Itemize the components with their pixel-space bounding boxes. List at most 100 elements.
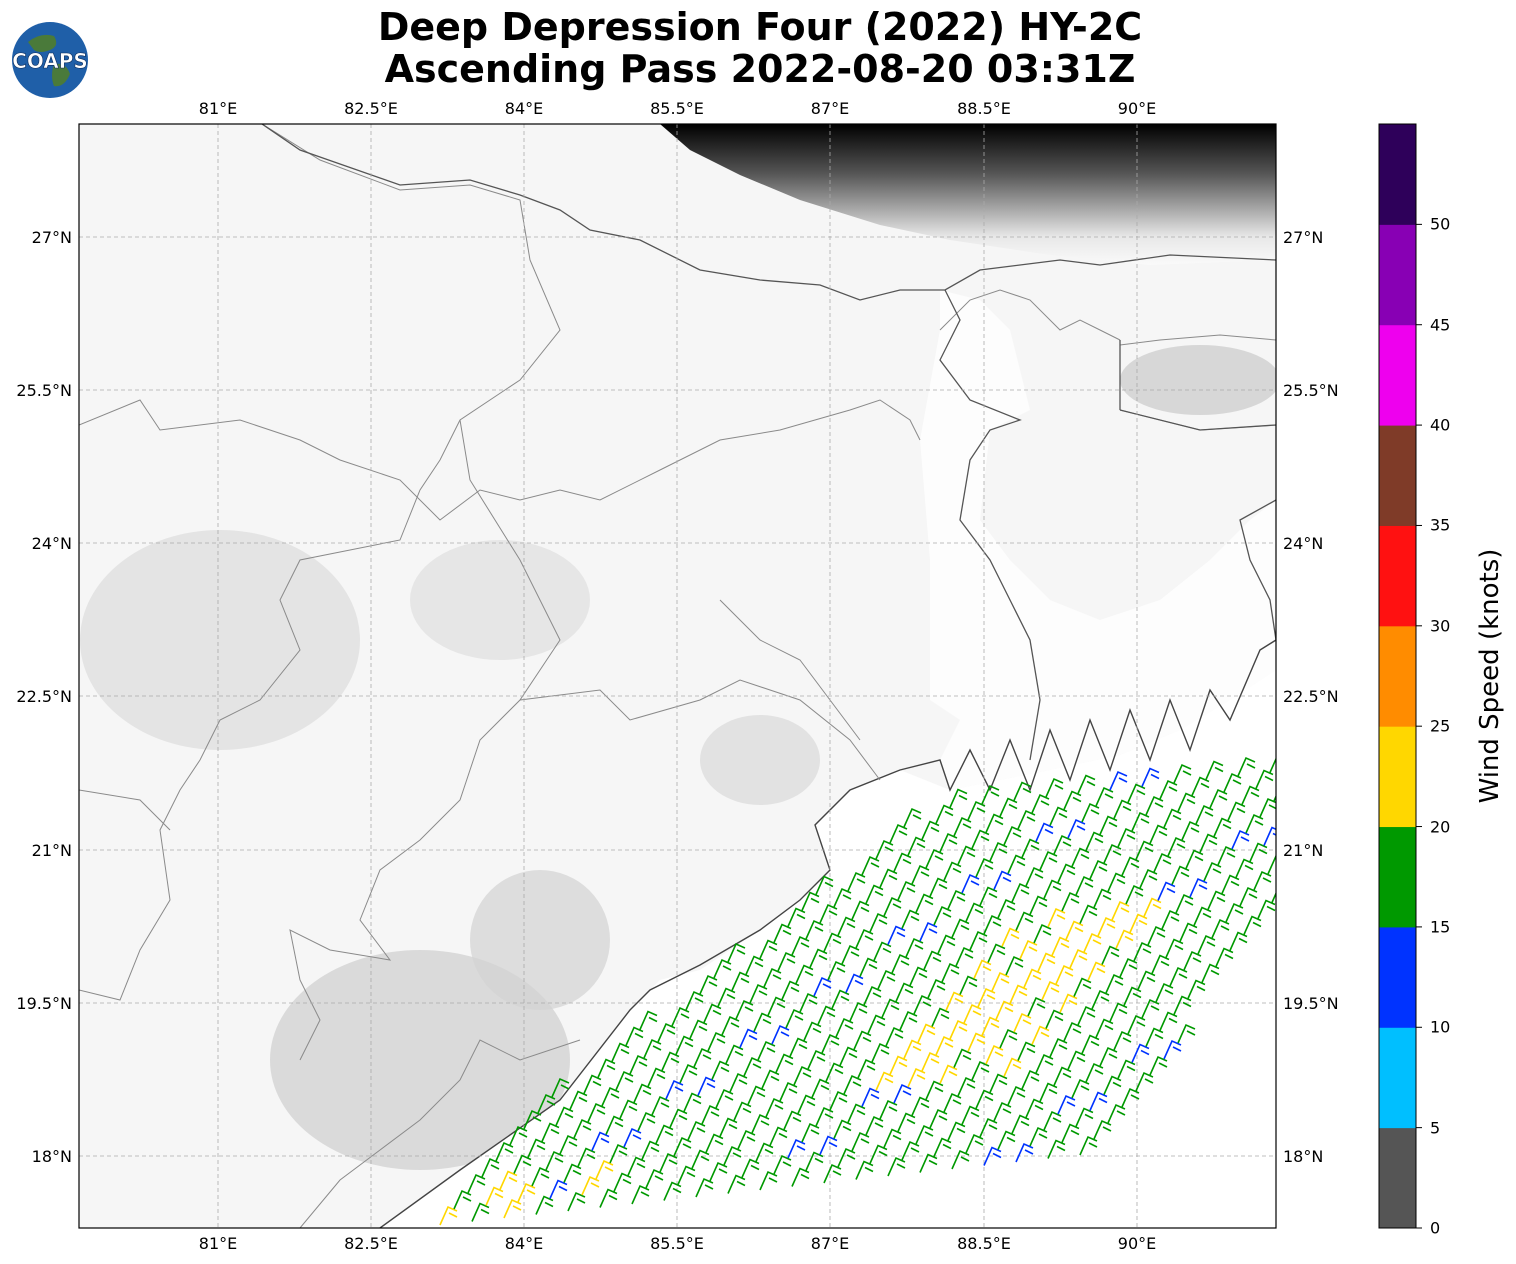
- wind-barb: [753, 1012, 772, 1032]
- wind-barb: [987, 943, 1006, 963]
- wind-barb: [857, 1058, 876, 1079]
- wind-barb: [1011, 1114, 1030, 1134]
- wind-barb: [687, 1120, 706, 1141]
- wind-barb: [615, 1070, 634, 1091]
- wind-barb: [1195, 804, 1214, 825]
- wind-barb: [855, 928, 874, 949]
- wind-barb: [759, 1170, 778, 1191]
- lon-label: 87°E: [811, 99, 849, 118]
- wind-barb: [1133, 941, 1152, 962]
- wind-barb: [1241, 785, 1260, 805]
- wind-barb: [1165, 938, 1184, 958]
- wind-barb: [729, 1072, 748, 1093]
- wind-barb: [665, 1079, 684, 1100]
- lat-label: 19.5°N: [16, 994, 72, 1013]
- wind-barb: [1031, 793, 1050, 814]
- wind-barb: [759, 939, 778, 959]
- lat-label: 22.5°N: [1283, 687, 1339, 706]
- colorbar-tick-label: 45: [1430, 315, 1451, 335]
- lon-label: 88.5°E: [957, 1234, 1011, 1253]
- wind-barb: [1091, 989, 1110, 1010]
- wind-barb: [1031, 1025, 1050, 1045]
- wind-barb: [823, 1163, 842, 1184]
- wind-barb: [1083, 932, 1102, 953]
- wind-barb: [1217, 845, 1236, 866]
- wind-barbs: [439, 756, 1276, 1226]
- wind-barb: [1113, 799, 1132, 819]
- globe-logo-icon: COAPS: [12, 22, 88, 98]
- wind-barb: [833, 1119, 852, 1139]
- wind-barb: [1075, 875, 1094, 896]
- wind-barb: [1063, 790, 1082, 810]
- wind-barb: [513, 1154, 532, 1174]
- lat-labels-right: 27°N 25.5°N 24°N 22.5°N 21°N 19.5°N 18°N: [1283, 228, 1339, 1166]
- wind-barb: [1035, 822, 1054, 842]
- wind-barb: [775, 1053, 794, 1073]
- wind-barb: [645, 1168, 664, 1189]
- wind-barb: [867, 1014, 886, 1034]
- wind-barb: [1017, 809, 1036, 830]
- wind-barb: [913, 994, 932, 1015]
- wind-barb: [1169, 966, 1188, 987]
- wind-barb: [559, 1134, 578, 1155]
- wind-barb: [495, 1141, 514, 1162]
- wind-barb: [809, 948, 828, 968]
- wind-barb: [1057, 863, 1076, 883]
- wind-barb: [711, 1060, 730, 1080]
- wind-barb: [1067, 1050, 1086, 1070]
- wind-barb: [1007, 1085, 1026, 1106]
- wind-barb: [1235, 858, 1254, 878]
- wind-barb: [889, 823, 908, 844]
- colorbar-segment: [1379, 625, 1416, 727]
- wind-barb: [629, 1054, 648, 1075]
- wind-barb: [765, 1097, 784, 1118]
- colorbar: [1379, 124, 1422, 1229]
- wind-barb: [719, 1117, 738, 1137]
- lon-label: 90°E: [1118, 99, 1156, 118]
- topo-patch: [700, 715, 820, 805]
- wind-barb: [1025, 1098, 1044, 1118]
- wind-barb: [807, 1049, 826, 1070]
- wind-barb: [999, 1028, 1018, 1049]
- wind-barb: [875, 839, 894, 860]
- wind-barb: [1127, 783, 1146, 803]
- wind-barb: [725, 1044, 744, 1064]
- wind-barb: [1085, 1062, 1104, 1083]
- wind-barb: [961, 1105, 980, 1125]
- wind-barb: [1047, 1139, 1066, 1159]
- wind-barb: [685, 990, 704, 1011]
- colorbar-segment: [1379, 826, 1416, 928]
- wind-barb: [1053, 834, 1072, 855]
- wind-barb: [1245, 813, 1264, 834]
- wind-barb: [695, 1177, 714, 1198]
- wind-barb: [871, 1042, 890, 1063]
- wind-barb: [1249, 842, 1268, 862]
- map-frame: [78, 123, 1277, 1229]
- wind-barb: [605, 1115, 624, 1135]
- wind-barb: [785, 1008, 804, 1029]
- figure-title: Deep Depression Four (2022) HY-2C Ascend…: [0, 6, 1516, 90]
- wind-barb: [1081, 1034, 1100, 1054]
- wind-barb: [1057, 1094, 1076, 1115]
- wind-barb: [597, 1058, 616, 1078]
- wind-barb: [951, 1149, 970, 1170]
- wind-barb: [727, 942, 746, 963]
- wind-barb: [1037, 952, 1056, 972]
- wind-barb: [637, 1111, 656, 1132]
- wind-barb: [989, 1073, 1008, 1093]
- wind-barb: [1145, 1027, 1164, 1047]
- wind-barb: [713, 958, 732, 979]
- wind-barb: [1125, 884, 1144, 905]
- himalaya-terrain: [660, 124, 1276, 265]
- wind-barb: [1159, 1011, 1178, 1031]
- wind-barb: [591, 1131, 610, 1151]
- topo-patch: [1120, 345, 1276, 415]
- wind-barb: [997, 898, 1016, 919]
- wind-barb: [989, 841, 1008, 862]
- wind-barb: [811, 1078, 830, 1098]
- wind-barb: [631, 1184, 650, 1205]
- wind-barb: [1161, 909, 1180, 930]
- wind-barb: [825, 1062, 844, 1082]
- wind-barb: [1069, 948, 1088, 969]
- wind-barb: [1117, 1059, 1136, 1079]
